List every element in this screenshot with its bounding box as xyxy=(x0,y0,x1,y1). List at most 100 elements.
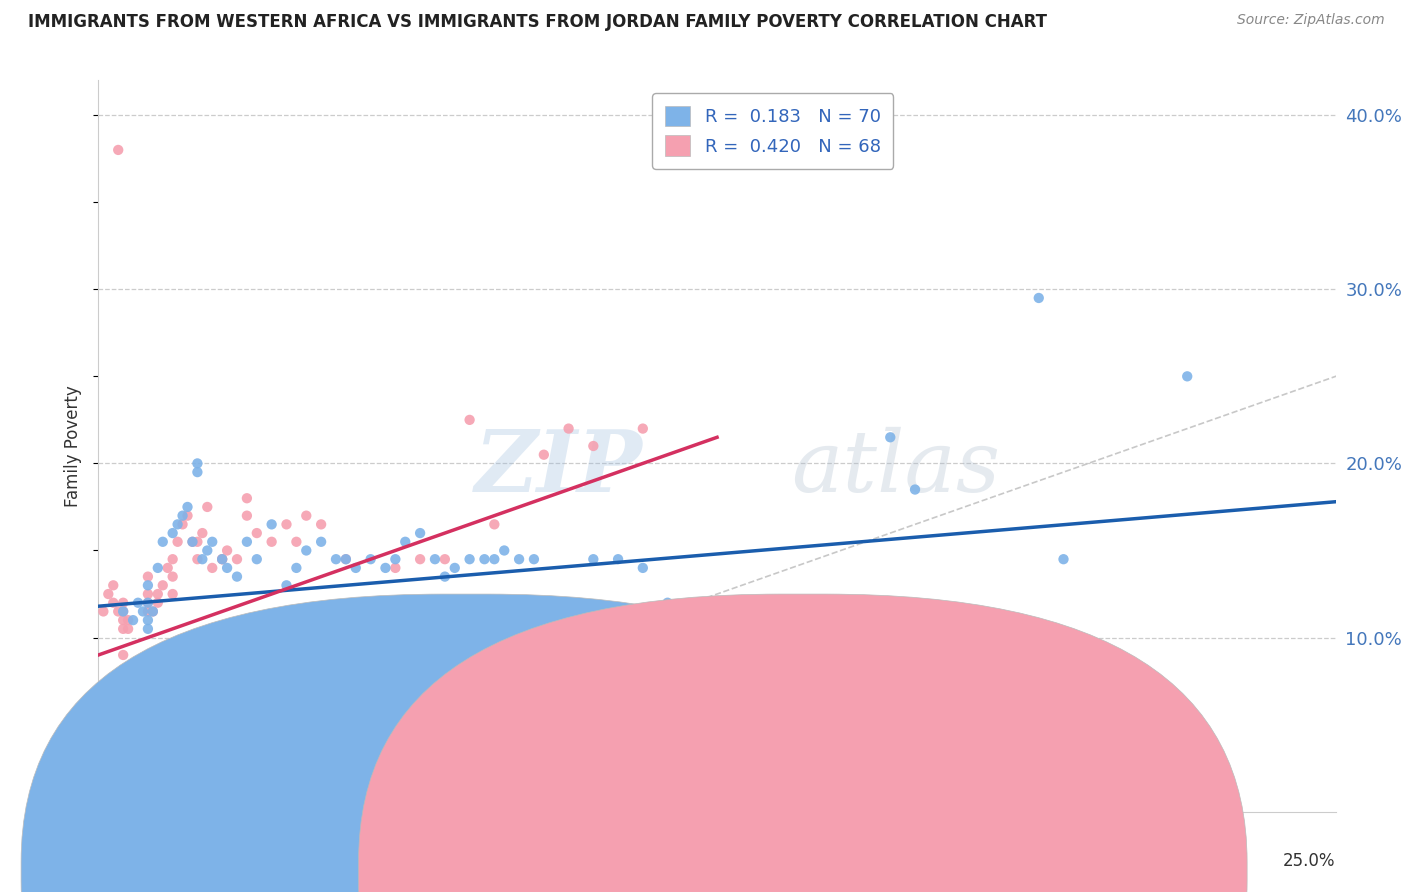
Point xyxy=(201,534,224,549)
Point xyxy=(1052,552,1074,566)
Point xyxy=(211,552,233,566)
Point xyxy=(508,552,530,566)
Point xyxy=(830,648,852,662)
Point xyxy=(162,526,184,541)
Point xyxy=(1175,369,1198,384)
Point xyxy=(384,552,406,566)
Point xyxy=(494,543,516,558)
Point xyxy=(409,526,432,541)
Point xyxy=(152,578,174,592)
Point xyxy=(112,604,135,618)
Point xyxy=(731,640,754,654)
Point xyxy=(166,517,188,532)
Legend: R =  0.183   N = 70, R =  0.420   N = 68: R = 0.183 N = 70, R = 0.420 N = 68 xyxy=(652,93,893,169)
Point xyxy=(103,596,125,610)
Point xyxy=(484,552,506,566)
Point xyxy=(146,587,169,601)
Point xyxy=(122,613,145,627)
Point xyxy=(236,508,259,523)
Point xyxy=(360,552,382,566)
Point xyxy=(186,465,208,479)
Point xyxy=(112,622,135,636)
Point xyxy=(107,604,129,618)
Text: 0.0%: 0.0% xyxy=(98,852,141,870)
Point xyxy=(285,534,308,549)
Text: atlas: atlas xyxy=(792,426,1001,509)
Point xyxy=(162,587,184,601)
Point xyxy=(142,604,165,618)
Point xyxy=(132,604,155,618)
Point xyxy=(443,561,465,575)
Point xyxy=(136,596,159,610)
Point xyxy=(533,448,555,462)
Point xyxy=(195,500,218,514)
Text: Source: ZipAtlas.com: Source: ZipAtlas.com xyxy=(1237,13,1385,28)
Point xyxy=(146,596,169,610)
Point xyxy=(117,613,139,627)
Point xyxy=(132,674,155,689)
Point xyxy=(191,526,214,541)
Point xyxy=(211,552,233,566)
Point xyxy=(195,543,218,558)
Point xyxy=(394,534,416,549)
Point xyxy=(780,648,803,662)
Point xyxy=(309,534,332,549)
Point xyxy=(631,561,654,575)
Point xyxy=(236,534,259,549)
Point xyxy=(572,613,595,627)
Point xyxy=(136,622,159,636)
Point xyxy=(260,534,283,549)
Point xyxy=(631,421,654,435)
Point xyxy=(904,483,927,497)
Point xyxy=(162,552,184,566)
Point xyxy=(879,430,901,444)
Point xyxy=(226,569,249,583)
Point xyxy=(136,578,159,592)
Point xyxy=(276,517,298,532)
Point xyxy=(136,604,159,618)
Text: 25.0%: 25.0% xyxy=(1284,852,1336,870)
Point xyxy=(523,552,546,566)
Point xyxy=(93,604,115,618)
Point xyxy=(136,613,159,627)
Point xyxy=(176,500,198,514)
Point xyxy=(374,561,396,575)
Point xyxy=(112,674,135,689)
Point xyxy=(484,517,506,532)
Point xyxy=(335,552,357,566)
Point xyxy=(186,534,208,549)
Point xyxy=(246,552,269,566)
Point xyxy=(122,717,145,731)
Point xyxy=(217,543,239,558)
Point xyxy=(166,534,188,549)
Point xyxy=(928,682,950,697)
Point xyxy=(423,552,446,566)
Point xyxy=(181,534,204,549)
Point xyxy=(458,413,481,427)
Point xyxy=(409,552,432,566)
Point xyxy=(533,604,555,618)
Y-axis label: Family Poverty: Family Poverty xyxy=(65,385,83,507)
Point xyxy=(191,552,214,566)
Point xyxy=(295,508,318,523)
Point xyxy=(122,691,145,706)
Text: IMMIGRANTS FROM WESTERN AFRICA VS IMMIGRANTS FROM JORDAN FAMILY POVERTY CORRELAT: IMMIGRANTS FROM WESTERN AFRICA VS IMMIGR… xyxy=(28,13,1047,31)
Point xyxy=(142,604,165,618)
Point xyxy=(458,552,481,566)
Point xyxy=(176,508,198,523)
Point xyxy=(557,421,579,435)
Point xyxy=(127,726,149,740)
Point xyxy=(181,534,204,549)
Point xyxy=(260,517,283,532)
Point xyxy=(344,561,367,575)
Point xyxy=(607,552,630,566)
Point xyxy=(325,552,347,566)
Point xyxy=(201,561,224,575)
Point xyxy=(582,552,605,566)
Point xyxy=(136,569,159,583)
Point xyxy=(117,622,139,636)
Point xyxy=(136,596,159,610)
Point xyxy=(186,552,208,566)
Point xyxy=(122,700,145,714)
Point xyxy=(309,517,332,532)
